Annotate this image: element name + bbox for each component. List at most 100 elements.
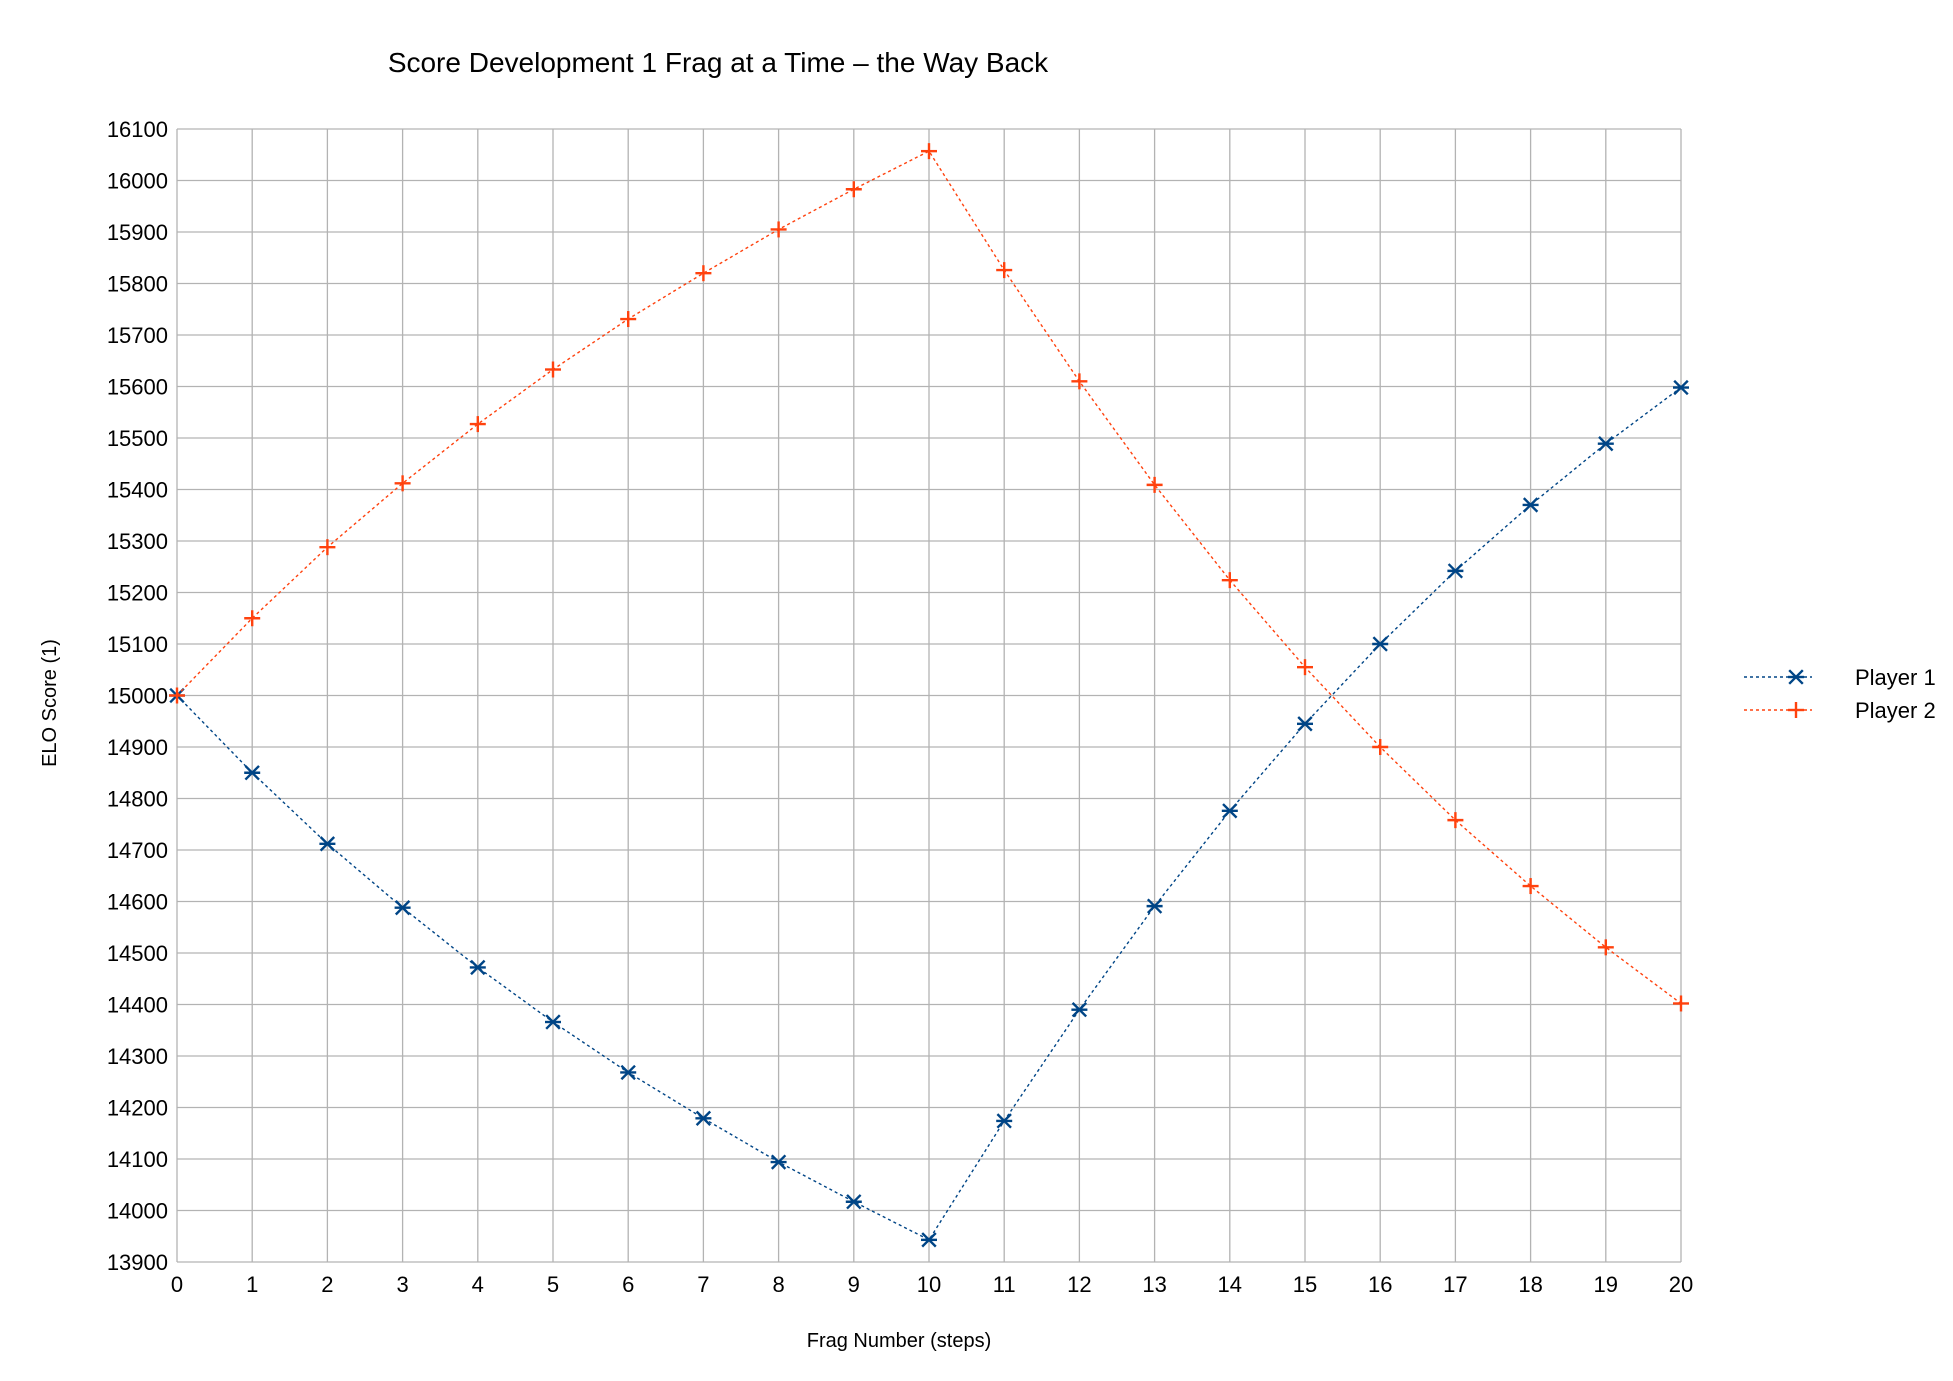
series-2-point xyxy=(469,416,486,433)
legend-label: Player 1 xyxy=(1855,665,1936,690)
series-2-point xyxy=(1597,939,1614,956)
series-2-point xyxy=(1673,995,1689,1012)
y-tick-label: 15200 xyxy=(107,581,168,606)
y-tick-label: 16000 xyxy=(107,169,168,194)
legend-item: Player 2 xyxy=(1744,698,1936,723)
y-tick-label: 15400 xyxy=(107,478,168,503)
series-1-point xyxy=(1071,1002,1088,1018)
series-2-point xyxy=(695,265,712,282)
x-tick-label: 0 xyxy=(171,1272,183,1297)
series-1-point xyxy=(921,1232,937,1248)
series-1-point xyxy=(1673,379,1689,396)
y-tick-label: 14400 xyxy=(107,993,168,1018)
x-tick-label: 10 xyxy=(917,1272,941,1297)
grid xyxy=(176,128,1682,1263)
y-tick-label: 13900 xyxy=(107,1250,168,1275)
x-tick-label: 9 xyxy=(848,1272,860,1297)
legend: Player 1 Player 2 xyxy=(1744,665,1936,723)
series-2-point xyxy=(1522,878,1539,895)
series-2-point xyxy=(1447,812,1464,829)
x-tick-label: 20 xyxy=(1669,1272,1693,1297)
series-1-point xyxy=(469,959,486,976)
y-tick-label: 15100 xyxy=(107,632,168,657)
series-1-point xyxy=(545,1014,561,1030)
series-2-point xyxy=(996,262,1013,279)
chart-title: Score Development 1 Frag at a Time – the… xyxy=(388,47,1049,78)
x-tick-label: 6 xyxy=(622,1272,634,1297)
series-2-point xyxy=(921,143,937,160)
y-tick-label: 14600 xyxy=(107,890,168,915)
x-tick-label: 12 xyxy=(1067,1272,1091,1297)
y-tick-label: 15900 xyxy=(107,220,168,245)
series-2-point xyxy=(1146,476,1163,493)
x-tick-label: 5 xyxy=(547,1272,559,1297)
x-tick-label: 15 xyxy=(1293,1272,1317,1297)
series-2-point xyxy=(845,181,862,198)
y-axis-label: ELO Score (1) xyxy=(39,639,61,767)
y-tick-label: 14500 xyxy=(107,941,168,966)
x-tick-label: 8 xyxy=(772,1272,784,1297)
series-1-point xyxy=(1297,716,1313,732)
x-axis-ticks: 0 1 2 3 4 5 6 7 8 9 10 11 12 13 14 15 16 17 18 19 20 xyxy=(171,1272,1693,1297)
y-tick-label: 14200 xyxy=(107,1096,168,1121)
x-tick-label: 18 xyxy=(1518,1272,1542,1297)
x-tick-label: 1 xyxy=(246,1272,258,1297)
legend-marker xyxy=(1788,669,1804,685)
y-tick-label: 15600 xyxy=(107,375,168,400)
series-2-point xyxy=(545,361,561,378)
legend-item: Player 1 xyxy=(1744,665,1936,690)
x-tick-label: 14 xyxy=(1218,1272,1242,1297)
y-tick-label: 15800 xyxy=(107,272,168,297)
series-2-point xyxy=(1297,659,1313,676)
y-tick-label: 15500 xyxy=(107,426,168,451)
series-2-point xyxy=(770,221,787,238)
x-tick-label: 11 xyxy=(993,1272,1016,1297)
x-axis-label: Frag Number (steps) xyxy=(807,1330,992,1352)
series-1-point xyxy=(244,765,261,781)
legend-marker xyxy=(1788,702,1804,718)
y-tick-label: 14000 xyxy=(107,1199,168,1224)
series-1-point xyxy=(695,1110,712,1126)
x-tick-label: 19 xyxy=(1594,1272,1618,1297)
series-2-point xyxy=(319,539,336,556)
y-tick-label: 14700 xyxy=(107,838,168,863)
series-1-point xyxy=(1221,803,1238,819)
series-1-point xyxy=(1522,497,1539,513)
series-2 xyxy=(169,143,1689,1012)
y-tick-label: 14100 xyxy=(107,1147,168,1172)
x-tick-label: 4 xyxy=(472,1272,484,1297)
series-1-point xyxy=(1146,898,1163,914)
series-1-point xyxy=(845,1194,862,1210)
series-2-line xyxy=(176,150,1682,1005)
series-1-point xyxy=(620,1064,637,1081)
y-tick-label: 16100 xyxy=(107,117,168,142)
y-tick-label: 14800 xyxy=(107,787,168,812)
series-1-point xyxy=(1597,436,1614,452)
series-1-point xyxy=(770,1154,787,1170)
series-group xyxy=(169,143,1689,1248)
x-tick-label: 17 xyxy=(1443,1272,1467,1297)
y-tick-label: 14900 xyxy=(107,735,168,760)
x-tick-label: 7 xyxy=(697,1272,709,1297)
series-1-point xyxy=(1372,636,1389,652)
series-2-point xyxy=(620,311,637,328)
y-tick-label: 15300 xyxy=(107,529,168,554)
series-2-point xyxy=(394,475,411,492)
series-2-point xyxy=(1372,739,1389,755)
series-1-point xyxy=(394,900,411,916)
x-tick-label: 13 xyxy=(1142,1272,1166,1297)
legend-label: Player 2 xyxy=(1855,698,1936,723)
series-2-point xyxy=(1071,373,1088,390)
series-1-point xyxy=(996,1113,1013,1129)
y-axis-ticks: 13900 14000 14100 14200 14300 14400 14500 14600… xyxy=(107,117,168,1275)
x-tick-label: 2 xyxy=(321,1272,333,1297)
series-2-point xyxy=(1221,572,1238,589)
series-1-line xyxy=(176,386,1682,1241)
series-2-point xyxy=(244,610,261,627)
series-2-point xyxy=(169,687,185,704)
y-tick-label: 15700 xyxy=(107,323,168,348)
y-tick-label: 15000 xyxy=(107,684,168,709)
x-tick-label: 3 xyxy=(396,1272,408,1297)
series-1-point xyxy=(319,836,336,852)
